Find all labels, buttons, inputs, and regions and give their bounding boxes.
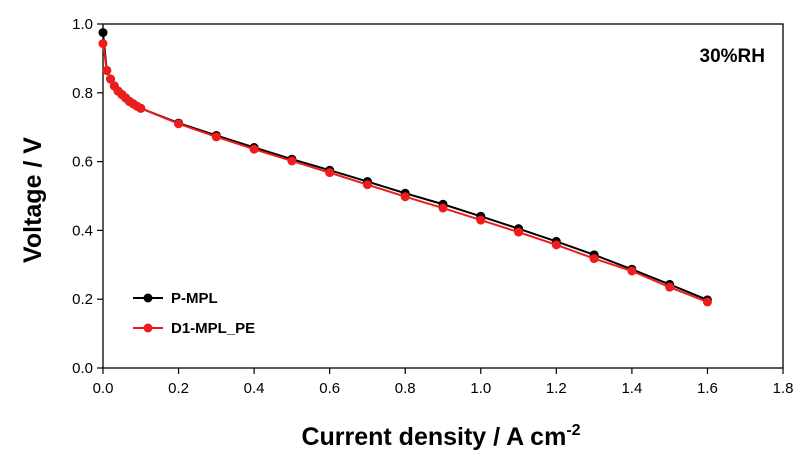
y-tick-label: 0.4 xyxy=(72,222,93,239)
x-tick-label: 0.0 xyxy=(93,380,114,397)
x-tick-label: 1.0 xyxy=(470,380,491,397)
series-layer xyxy=(98,28,712,307)
series-point xyxy=(551,240,561,250)
y-tick-label: 0.2 xyxy=(72,291,93,308)
series-point xyxy=(362,180,372,190)
x-tick-label: 1.2 xyxy=(546,380,567,397)
x-axis-title: Current density / A cm-2 xyxy=(301,422,580,451)
legend: P-MPL D1-MPL_PE xyxy=(133,290,255,337)
x-tick-label: 0.4 xyxy=(244,380,265,397)
x-tick-label: 1.4 xyxy=(621,380,642,397)
plot-frame xyxy=(102,23,784,369)
series-point xyxy=(665,282,675,292)
series-line xyxy=(102,32,708,301)
x-tick-label: 0.2 xyxy=(168,380,189,397)
legend-label: D1-MPL_PE xyxy=(171,320,255,337)
series-point xyxy=(102,65,112,75)
series-point xyxy=(514,227,524,237)
x-axis-title-superscript: -2 xyxy=(566,422,580,439)
series-point xyxy=(287,156,297,166)
plot-border xyxy=(102,23,784,369)
series-point xyxy=(106,74,116,84)
series-point xyxy=(98,39,108,49)
series-point xyxy=(174,119,184,129)
y-axis-title: Voltage / V xyxy=(19,137,47,263)
x-tick-label: 1.6 xyxy=(697,380,718,397)
series-point xyxy=(211,132,221,142)
x-axis-title-main: Current density / A cm xyxy=(301,423,566,451)
series-point xyxy=(400,192,410,202)
y-tick-label: 0.8 xyxy=(72,85,93,102)
legend-label: P-MPL xyxy=(171,290,218,307)
series-point xyxy=(438,203,448,213)
series-1 xyxy=(98,28,712,305)
y-axis-ticks: 0.0 0.2 0.4 0.6 0.8 1.0 xyxy=(72,16,103,377)
x-tick-label: 0.6 xyxy=(319,380,340,397)
series-point xyxy=(476,215,486,225)
annotation-label: 30%RH xyxy=(700,46,765,67)
series-2 xyxy=(98,39,712,307)
series-point xyxy=(589,254,599,264)
y-tick-label: 0.0 xyxy=(72,360,93,377)
x-tick-label: 0.8 xyxy=(395,380,416,397)
series-point xyxy=(249,144,259,154)
x-axis-ticks: 0.0 0.2 0.4 0.6 0.8 1.0 1.2 1.4 1.6 1.8 xyxy=(93,368,794,397)
legend-swatch-marker xyxy=(143,323,153,333)
series-point xyxy=(325,168,335,178)
series-point xyxy=(702,297,712,307)
x-tick-label: 1.8 xyxy=(773,380,794,397)
y-tick-label: 0.6 xyxy=(72,154,93,171)
series-point xyxy=(136,103,146,113)
legend-swatch-marker xyxy=(143,293,153,303)
series-point xyxy=(627,266,637,276)
y-tick-label: 1.0 xyxy=(72,16,93,33)
series-point xyxy=(98,28,108,38)
